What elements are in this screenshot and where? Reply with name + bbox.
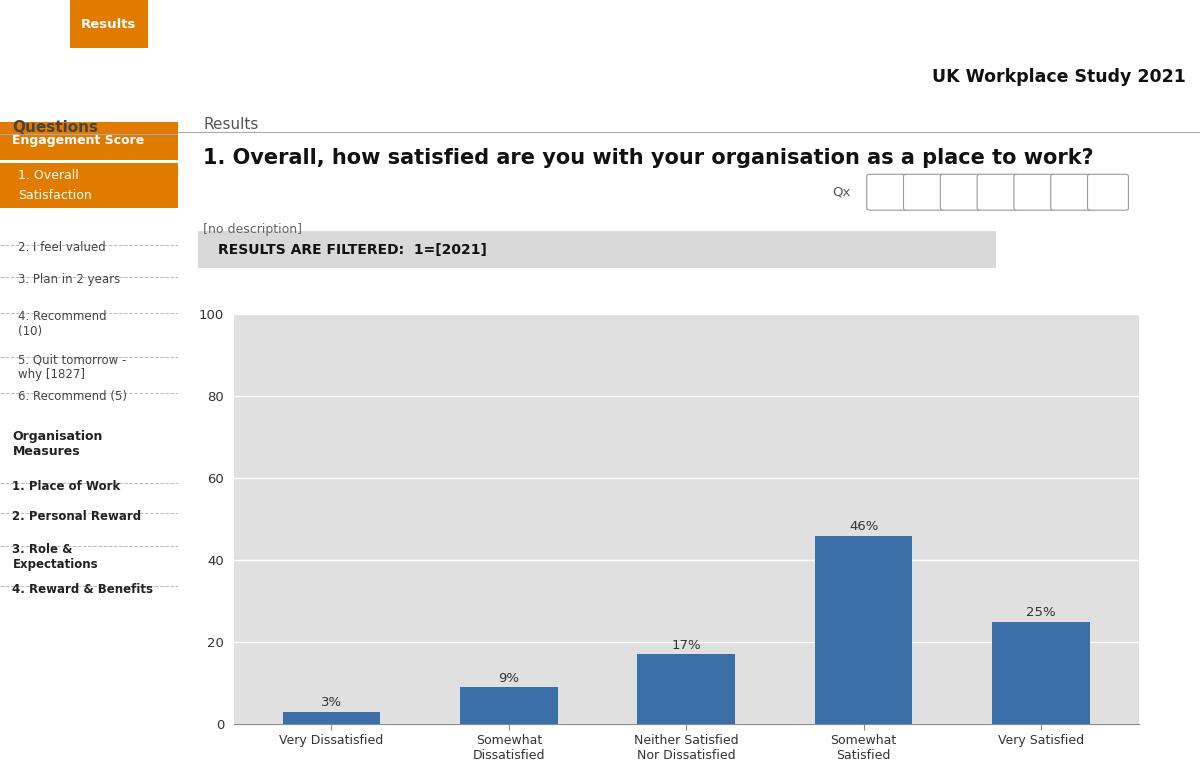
Text: 1. Overall: 1. Overall [18,169,78,182]
Bar [70,0,148,48]
Text: 46%: 46% [848,520,878,533]
FancyBboxPatch shape [977,174,1018,210]
Text: 25%: 25% [1026,606,1056,619]
Bar [992,621,1090,724]
FancyBboxPatch shape [1014,174,1055,210]
Text: 1. Overall, how satisfied are you with your organisation as a place to work?: 1. Overall, how satisfied are you with y… [203,149,1093,169]
Text: 4. Reward & Benefits: 4. Reward & Benefits [12,583,154,596]
Text: [no description]: [no description] [203,224,302,237]
Text: 5. Quit tomorrow -
why [1827]: 5. Quit tomorrow - why [1827] [18,353,126,381]
Text: 4. Recommend
(10): 4. Recommend (10) [18,310,107,338]
Text: 1. Place of Work: 1. Place of Work [12,480,121,493]
Text: Qx: Qx [832,185,851,198]
FancyBboxPatch shape [866,174,907,210]
FancyBboxPatch shape [1087,174,1128,210]
FancyBboxPatch shape [904,174,944,210]
Text: 3%: 3% [320,696,342,709]
Text: Results: Results [80,18,136,31]
Bar [198,231,996,268]
Text: 6. Recommend (5): 6. Recommend (5) [18,390,127,403]
Text: Home: Home [18,18,58,31]
FancyBboxPatch shape [941,174,982,210]
Text: Questions: Questions [12,120,98,136]
Text: 2. Personal Reward: 2. Personal Reward [12,509,142,522]
Text: 2. I feel valued: 2. I feel valued [18,241,106,254]
Text: 17%: 17% [672,639,701,652]
Text: Reports: Reports [428,18,480,31]
Text: UK Workplace Study 2021: UK Workplace Study 2021 [931,68,1186,86]
FancyBboxPatch shape [1051,174,1092,210]
Text: Organisation
Measures: Organisation Measures [12,430,103,458]
Bar [0,122,178,160]
Bar [637,654,736,724]
Text: Results: Results [203,117,258,132]
Text: 3. Plan in 2 years: 3. Plan in 2 years [18,273,120,286]
Text: Cross Tabs: Cross Tabs [335,18,406,31]
Text: Satisfaction: Satisfaction [18,189,91,202]
Text: Engagement Score: Engagement Score [12,135,145,147]
Text: RESULTS ARE FILTERED:  1=[2021]: RESULTS ARE FILTERED: 1=[2021] [218,243,487,257]
Bar [0,163,178,208]
Text: 9%: 9% [498,672,520,685]
Bar [815,535,912,724]
Text: Filters: Filters [264,18,304,31]
Text: 3. Role &
Expectations: 3. Role & Expectations [12,543,98,571]
Text: Score Index: Score Index [161,18,239,31]
Bar [460,687,558,724]
Bar [283,712,380,724]
